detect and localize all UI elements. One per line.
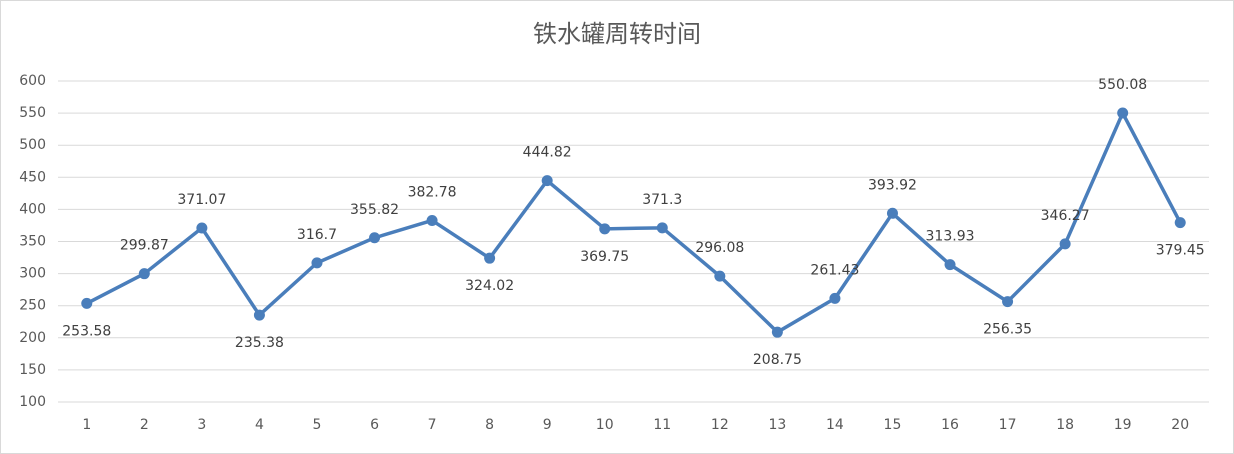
data-label: 550.08 [1098,77,1147,93]
x-tick-label: 13 [768,417,786,433]
x-tick-label: 19 [1114,417,1132,433]
data-label: 379.45 [1156,243,1205,259]
x-tick-label: 16 [941,417,959,433]
data-label: 261.43 [810,262,859,278]
data-label: 355.82 [350,202,399,218]
x-tick-label: 2 [140,417,149,433]
y-tick-label: 150 [19,362,46,378]
data-label: 371.3 [642,192,682,208]
y-tick-label: 200 [19,330,46,346]
data-point [656,222,668,234]
x-tick-label: 11 [653,417,671,433]
data-point [1002,296,1014,308]
x-tick-label: 18 [1056,417,1074,433]
data-label: 235.38 [235,335,284,351]
data-point [886,207,898,219]
y-tick-label: 400 [19,201,46,217]
x-tick-label: 14 [826,417,844,433]
data-label: 393.92 [868,177,917,193]
data-label: 253.58 [62,323,111,339]
data-label: 369.75 [580,249,629,265]
data-point [1174,217,1186,229]
data-label: 346.27 [1041,208,1090,224]
y-tick-label: 250 [19,298,46,314]
data-label: 444.82 [523,145,572,161]
data-point [1059,238,1071,250]
y-tick-label: 450 [19,169,46,185]
data-point [311,257,323,269]
x-tick-label: 15 [884,417,902,433]
data-point [81,297,93,309]
data-label: 299.87 [120,238,169,254]
data-point [771,326,783,338]
data-point [599,223,611,235]
data-point [369,232,381,244]
data-label: 324.02 [465,278,514,294]
data-point [714,270,726,282]
data-point [196,222,208,234]
y-tick-label: 100 [19,394,46,410]
x-tick-label: 12 [711,417,729,433]
x-tick-label: 10 [596,417,614,433]
data-label: 208.75 [753,352,802,368]
y-tick-label: 300 [19,266,46,282]
x-tick-label: 5 [313,417,322,433]
data-point [541,175,553,187]
data-point [829,292,841,304]
data-point [138,268,150,280]
data-point [484,252,496,264]
x-tick-label: 4 [255,417,264,433]
data-point [1117,107,1129,119]
x-tick-label: 6 [370,417,379,433]
x-tick-label: 8 [485,417,494,433]
x-tick-label: 3 [197,417,206,433]
x-tick-label: 1 [82,417,91,433]
y-tick-label: 500 [19,137,46,153]
y-tick-label: 350 [19,234,46,250]
x-tick-label: 7 [428,417,437,433]
data-label: 316.7 [297,227,337,243]
data-label: 256.35 [983,322,1032,338]
data-point [426,214,438,226]
data-point [944,259,956,271]
x-tick-label: 20 [1171,417,1189,433]
y-tick-label: 600 [19,73,46,89]
data-label: 313.93 [926,229,975,245]
data-label: 371.07 [177,192,226,208]
data-label: 382.78 [408,184,457,200]
data-label: 296.08 [695,240,744,256]
x-tick-label: 17 [999,417,1017,433]
data-point [253,309,265,321]
x-tick-label: 9 [543,417,552,433]
chart-title: 铁水罐周转时间 [533,20,701,48]
y-tick-label: 550 [19,105,46,121]
series-line [85,111,1182,334]
